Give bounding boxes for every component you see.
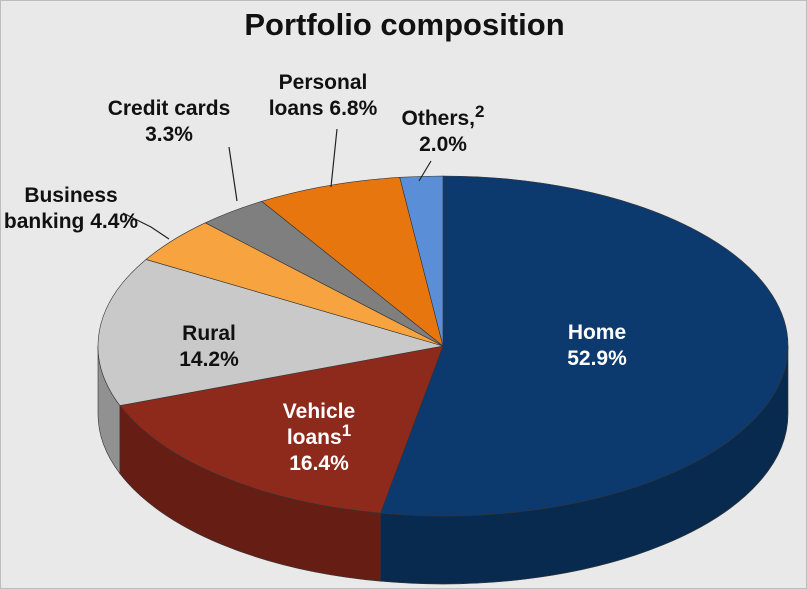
value-label: 16.4% xyxy=(289,452,349,475)
slice-label: Home 52.9% xyxy=(537,320,657,372)
leader-line xyxy=(122,212,170,240)
slice-label: Others,2 2.0% xyxy=(388,103,498,158)
slice xyxy=(97,259,444,406)
category-label: Vehicle loans xyxy=(282,400,356,449)
category-label: Personal loans xyxy=(268,71,368,120)
slice-label: Credit cards 3.3% xyxy=(107,96,232,148)
value-label: 3.3% xyxy=(145,123,193,146)
footnote-mark: 2 xyxy=(475,102,485,121)
footnote-mark: 1 xyxy=(341,421,352,440)
category-label: Business banking xyxy=(3,184,118,233)
slice xyxy=(119,345,444,514)
slice-label: Vehicle loans1 16.4% xyxy=(264,399,374,477)
value-label: 6.8% xyxy=(329,97,378,120)
value-label: 52.9% xyxy=(567,347,627,370)
value-label: 4.4% xyxy=(90,210,139,233)
slice xyxy=(380,175,789,517)
category-label: Rural xyxy=(182,322,236,345)
chart-title: Portfolio composition xyxy=(244,7,565,42)
category-label: Home xyxy=(567,321,627,344)
leader-line xyxy=(330,128,338,188)
value-label: 2.0% xyxy=(419,133,467,156)
slice xyxy=(261,177,444,347)
slice-label: Business banking 4.4% xyxy=(1,183,141,235)
leader-line xyxy=(228,146,238,202)
category-label: Others, xyxy=(401,107,476,130)
slice-label: Personal loans 6.8% xyxy=(258,70,388,122)
slice-label: Rural 14.2% xyxy=(154,321,264,373)
category-label: Credit cards xyxy=(107,97,231,120)
value-label: 14.2% xyxy=(179,348,239,371)
leader-line xyxy=(418,160,432,182)
